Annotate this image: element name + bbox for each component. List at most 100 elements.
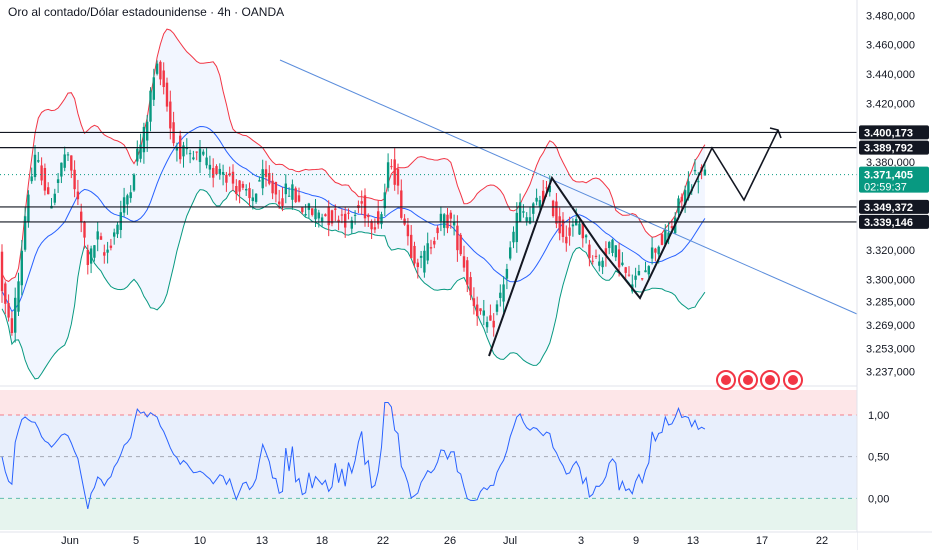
candle-body bbox=[608, 242, 611, 249]
candle-body bbox=[99, 236, 103, 240]
candle-body bbox=[449, 212, 452, 219]
candle-body bbox=[670, 226, 674, 229]
candle-body bbox=[274, 182, 278, 195]
candle-body bbox=[687, 181, 690, 199]
candle-body bbox=[70, 155, 73, 171]
candle-body bbox=[311, 208, 314, 215]
countdown-timer: 02:59:37 bbox=[864, 182, 907, 194]
candle-body bbox=[63, 154, 66, 168]
candle-body bbox=[80, 211, 83, 223]
candle-body bbox=[360, 201, 363, 204]
candle-body bbox=[86, 250, 89, 265]
candle-body bbox=[390, 166, 393, 168]
candle-body bbox=[182, 145, 185, 157]
candle-body bbox=[429, 247, 433, 249]
candle-body bbox=[291, 184, 294, 200]
candle-body bbox=[129, 192, 132, 199]
candle-body bbox=[528, 217, 532, 224]
price-axis bbox=[857, 0, 932, 550]
price-label-support-3349: 3.349,372 bbox=[864, 202, 913, 214]
candle-body bbox=[604, 248, 608, 256]
event-flag-dot bbox=[721, 375, 731, 385]
candle-body bbox=[647, 266, 650, 275]
candle-body bbox=[664, 229, 667, 245]
time-tick-label: 26 bbox=[444, 535, 456, 547]
candle-body bbox=[4, 283, 7, 304]
candle-body bbox=[413, 245, 416, 264]
price-tick-label: 3.480,000 bbox=[866, 10, 915, 22]
candle-body bbox=[436, 227, 439, 234]
candle-body bbox=[353, 214, 357, 216]
candle-body bbox=[426, 243, 429, 261]
candle-body bbox=[532, 203, 535, 214]
price-label-box-resistance-3389 bbox=[859, 140, 929, 155]
candle-body bbox=[238, 180, 241, 192]
candle-body bbox=[377, 211, 380, 225]
candle-body bbox=[697, 181, 700, 183]
candle-body bbox=[644, 270, 647, 273]
candle-body bbox=[0, 251, 4, 292]
candle-body bbox=[340, 214, 344, 216]
candle-body bbox=[218, 168, 221, 174]
candle-body bbox=[472, 298, 476, 307]
candle-body bbox=[155, 63, 159, 74]
candle-body bbox=[693, 169, 697, 172]
candle-body bbox=[162, 70, 165, 88]
candle-body bbox=[132, 174, 136, 191]
candle-body bbox=[254, 193, 258, 202]
candle-body bbox=[489, 315, 492, 321]
candle-body bbox=[499, 292, 502, 299]
candle-body bbox=[23, 216, 27, 250]
time-tick-label: 17 bbox=[756, 535, 768, 547]
candle-body bbox=[456, 225, 459, 251]
candle-body bbox=[278, 201, 281, 205]
price-tick-label: 3.300,000 bbox=[866, 274, 915, 286]
candle-body bbox=[27, 194, 30, 222]
candle-body bbox=[410, 234, 413, 259]
candle-body bbox=[383, 192, 386, 209]
candle-body bbox=[301, 207, 304, 213]
pattern-zigzag bbox=[488, 175, 687, 357]
time-tick-label: Jul bbox=[503, 535, 517, 547]
candle-body bbox=[525, 217, 528, 222]
time-tick-label: 18 bbox=[316, 535, 328, 547]
candle-body bbox=[423, 250, 426, 273]
candle-body bbox=[327, 206, 330, 226]
candle-body bbox=[683, 190, 687, 206]
price-tick-label: 3.380,000 bbox=[866, 157, 915, 169]
candle-body bbox=[680, 196, 683, 202]
candle-body bbox=[93, 245, 96, 258]
candle-body bbox=[703, 169, 707, 176]
time-tick-label: 3 bbox=[578, 535, 584, 547]
candle-body bbox=[202, 151, 205, 155]
candle-body bbox=[248, 188, 251, 199]
candle-body bbox=[551, 200, 555, 217]
candle-body bbox=[443, 214, 446, 228]
event-flag-dot bbox=[765, 375, 775, 385]
candle-body bbox=[568, 227, 571, 236]
candle-body bbox=[261, 169, 264, 189]
candle-body bbox=[30, 176, 33, 182]
candle-body bbox=[228, 173, 231, 176]
candle-body bbox=[221, 172, 225, 175]
oscillator-tick-label: 1,00 bbox=[868, 410, 889, 422]
descending-trendline bbox=[279, 59, 858, 315]
candle-body bbox=[535, 197, 538, 202]
candle-body bbox=[56, 179, 60, 183]
candle-body bbox=[208, 164, 212, 170]
candle-body bbox=[215, 166, 218, 175]
candle-body bbox=[641, 278, 644, 280]
candle-body bbox=[634, 275, 637, 280]
candle-body bbox=[571, 224, 575, 227]
candle-body bbox=[650, 247, 654, 259]
price-pane bbox=[0, 0, 857, 382]
candle-body bbox=[347, 212, 350, 214]
candle-body bbox=[241, 183, 245, 188]
candle-body bbox=[660, 234, 664, 245]
event-flag-dot bbox=[788, 375, 798, 385]
candle-body bbox=[396, 169, 400, 186]
price-tick-label: 3.237,000 bbox=[866, 367, 915, 379]
candle-body bbox=[482, 310, 485, 316]
candle-body bbox=[113, 232, 116, 237]
candle-body bbox=[294, 188, 297, 203]
